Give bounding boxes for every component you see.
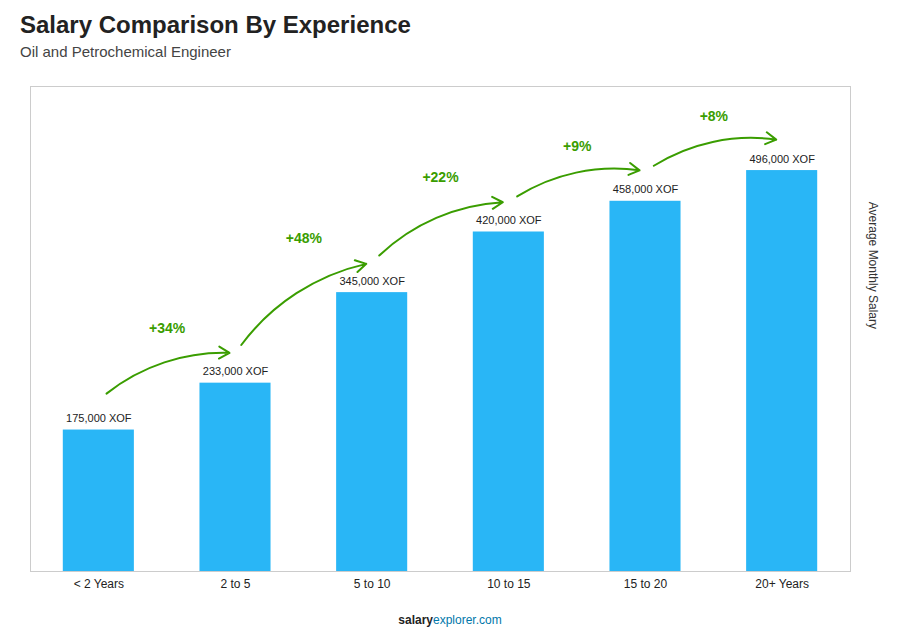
svg-text:Average Monthly Salary: Average Monthly Salary — [866, 202, 880, 329]
svg-text:15 to 20: 15 to 20 — [624, 577, 668, 591]
svg-text:+9%: +9% — [563, 138, 592, 154]
svg-text:10 to 15: 10 to 15 — [487, 577, 531, 591]
svg-text:+48%: +48% — [286, 230, 323, 246]
svg-text:175,000 XOF: 175,000 XOF — [66, 412, 132, 424]
svg-text:496,000 XOF: 496,000 XOF — [749, 153, 815, 165]
svg-text:345,000 XOF: 345,000 XOF — [339, 275, 405, 287]
svg-text:458,000 XOF: 458,000 XOF — [613, 183, 679, 195]
html-text:salary explorer.com: salary explorer.com — [398, 613, 502, 627]
svg-text:2 to 5: 2 to 5 — [220, 577, 250, 591]
svg-text:< 2 Years: < 2 Years — [74, 577, 124, 591]
html-text:Salary Comparison By Experienc: Salary Comparison By Experience — [20, 11, 411, 38]
svg-text:20+ Years: 20+ Years — [755, 577, 809, 591]
svg-text:5 to 10: 5 to 10 — [354, 577, 391, 591]
svg-text:+8%: +8% — [700, 108, 729, 124]
svg-text:420,000 XOF: 420,000 XOF — [476, 214, 542, 226]
html-text:Oil and Petrochemical Engineer: Oil and Petrochemical Engineer — [20, 43, 231, 60]
svg-text:+34%: +34% — [149, 320, 186, 336]
svg-text:+22%: +22% — [422, 169, 459, 185]
svg-text:233,000 XOF: 233,000 XOF — [203, 365, 269, 377]
